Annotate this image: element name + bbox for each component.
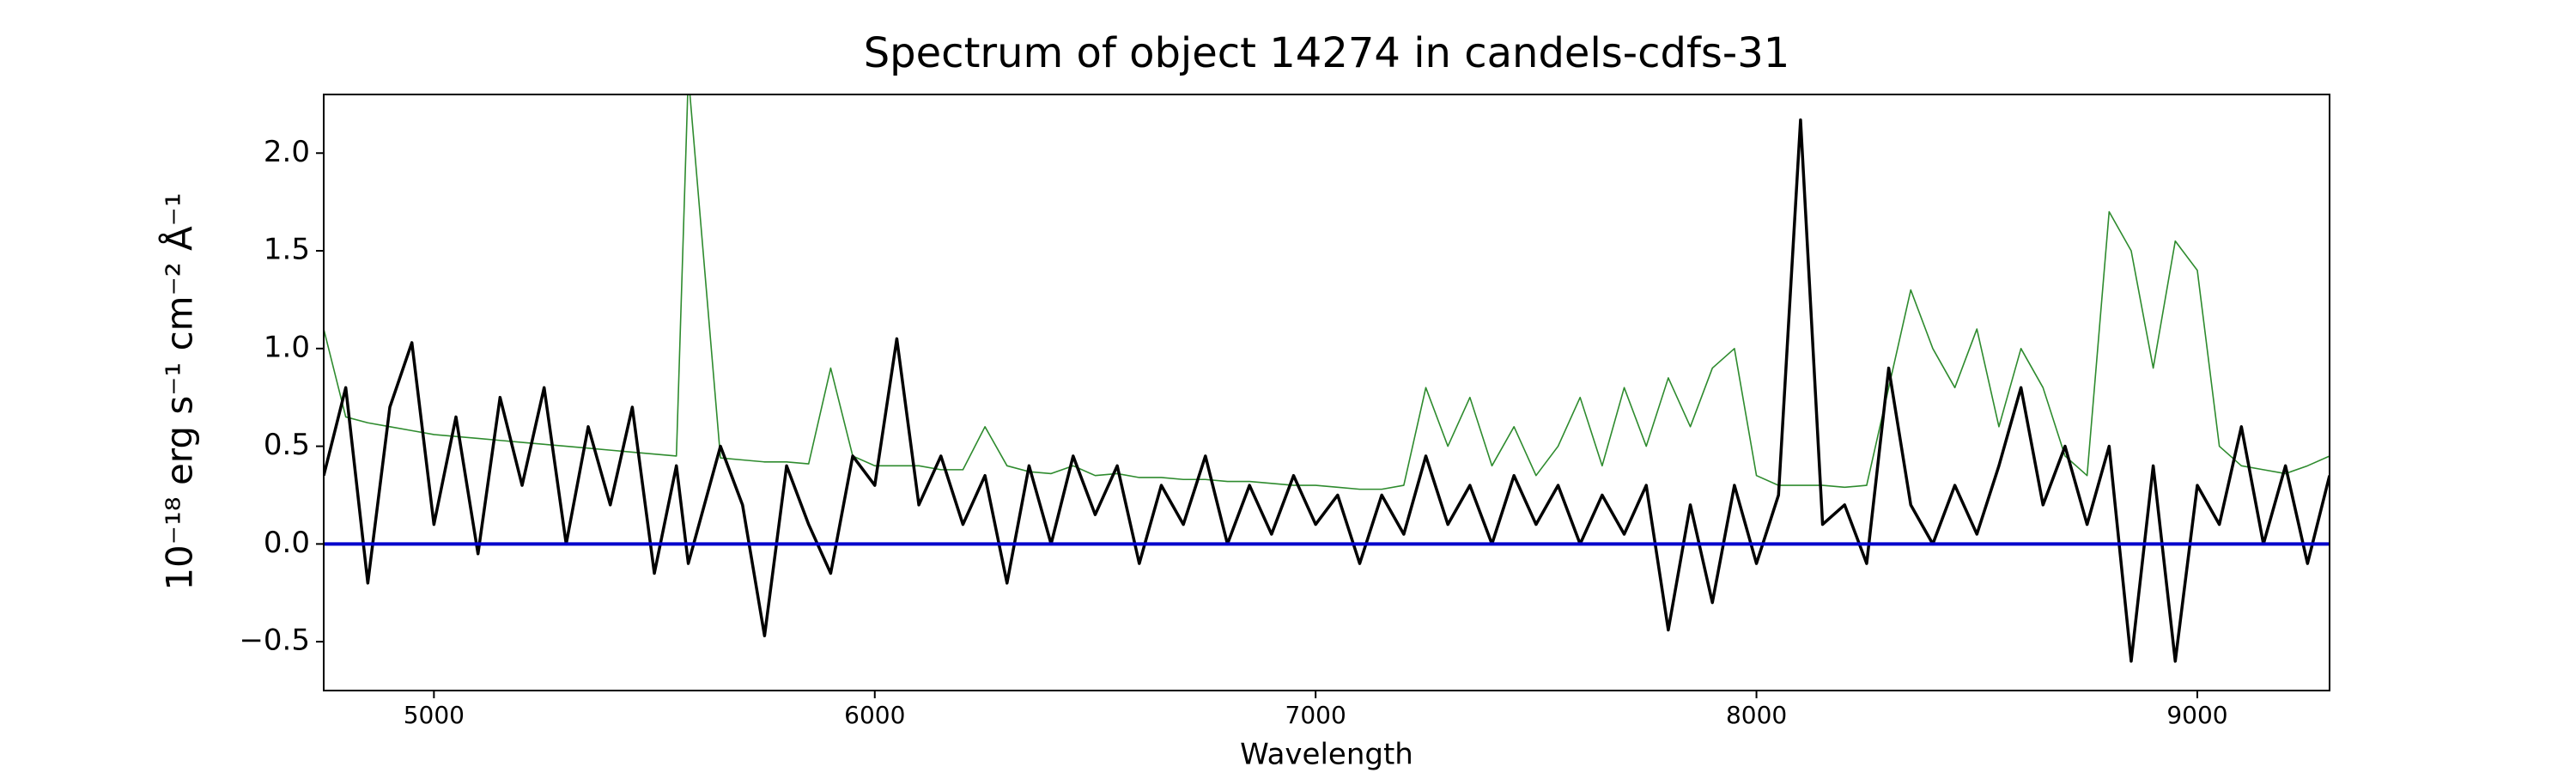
y-tick-label: 0.0 <box>264 526 310 560</box>
plot-frame <box>323 94 2330 691</box>
y-tick-label: 1.0 <box>264 330 310 364</box>
chart-title: Spectrum of object 14274 in candels-cdfs… <box>864 29 1790 77</box>
y-tick-label: 2.0 <box>264 135 310 169</box>
y-tick-label: 1.5 <box>264 233 310 267</box>
spectrum-line <box>324 118 2330 663</box>
y-tick-label: 0.5 <box>264 428 310 462</box>
x-tick-label: 9000 <box>2166 701 2227 729</box>
spectrum-line <box>324 94 2330 490</box>
x-tick-label: 7000 <box>1285 701 1346 729</box>
x-tick-label: 5000 <box>404 701 465 729</box>
x-axis-label: Wavelength <box>1240 738 1413 772</box>
x-tick-label: 8000 <box>1726 701 1787 729</box>
plot-area <box>324 94 2330 663</box>
x-tick-label: 6000 <box>844 701 905 729</box>
y-axis-label: 10⁻¹⁸ erg s⁻¹ cm⁻² Å⁻¹ <box>158 192 201 590</box>
y-tick-label: −0.5 <box>239 624 310 658</box>
